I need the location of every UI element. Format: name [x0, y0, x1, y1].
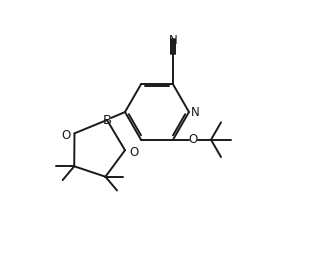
Text: O: O	[188, 133, 198, 146]
Text: O: O	[129, 146, 138, 159]
Text: B: B	[102, 114, 111, 127]
Text: N: N	[169, 34, 177, 47]
Text: N: N	[191, 106, 200, 119]
Text: O: O	[61, 129, 70, 142]
